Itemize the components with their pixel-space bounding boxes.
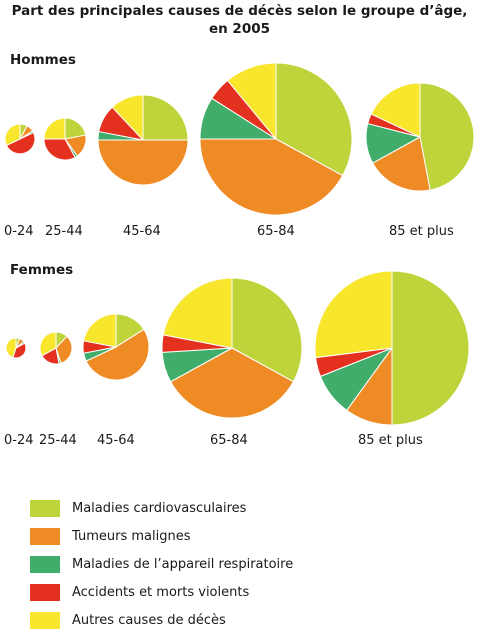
title-line-2: en 2005 <box>208 21 271 37</box>
age-label-femmes-4: 85 et plus <box>358 433 423 448</box>
pie-slice-femmes-2-tumeurs <box>85 328 150 381</box>
pie-slice-femmes-3-cardio <box>231 277 303 383</box>
pie-slice-hommes-2-autres <box>111 94 144 141</box>
legend-label-respiratoire: Maladies de l’appareil respiratoire <box>72 556 294 572</box>
pie-slice-hommes-1-autres <box>43 117 66 140</box>
group-label-hommes: Hommes <box>10 52 76 68</box>
pie-slice-femmes-1-tumeurs <box>55 335 73 364</box>
pie-slice-hommes-3-cardio <box>275 62 353 177</box>
legend-item-respiratoire: Maladies de l’appareil respiratoire <box>30 550 293 578</box>
pie-slice-femmes-3-tumeurs <box>170 347 294 419</box>
age-label-hommes-1: 25-44 <box>45 224 83 239</box>
pie-slice-femmes-4-cardio <box>391 270 470 426</box>
pie-slice-hommes-4-autres <box>370 82 421 138</box>
pie-slice-hommes-4-cardio <box>419 82 475 191</box>
pie-slice-hommes-1-accidents <box>43 138 76 161</box>
legend-item-tumeurs: Tumeurs malignes <box>30 522 293 550</box>
age-label-hommes-4: 85 et plus <box>389 224 454 239</box>
legend-swatch-respiratoire <box>30 555 60 573</box>
age-label-femmes-2: 45-64 <box>97 433 135 448</box>
group-label-femmes: Femmes <box>10 262 74 278</box>
pie-slice-hommes-4-tumeurs <box>372 136 431 192</box>
pie-slice-femmes-4-autres <box>314 270 393 359</box>
legend-item-autres: Autres causes de décès <box>30 606 293 634</box>
legend-swatch-cardio <box>30 499 60 517</box>
legend-swatch-autres <box>30 611 60 629</box>
age-label-femmes-1: 25-44 <box>39 433 77 448</box>
title-line-1: Part des principales causes de décès sel… <box>11 3 468 19</box>
age-label-femmes-3: 65-84 <box>210 433 248 448</box>
legend-swatch-tumeurs <box>30 527 60 545</box>
chart-title: Part des principales causes de décès sel… <box>0 2 479 38</box>
pie-slice-femmes-3-autres <box>162 277 233 349</box>
legend-item-accidents: Accidents et morts violents <box>30 578 293 606</box>
pie-slice-hommes-0-accidents <box>5 132 36 155</box>
pie-slice-femmes-1-autres <box>39 331 57 357</box>
pie-slice-femmes-0-autres <box>5 337 17 359</box>
legend-swatch-accidents <box>30 583 60 601</box>
legend: Maladies cardiovasculaires Tumeurs malig… <box>30 494 293 634</box>
pie-slice-hommes-2-cardio <box>142 94 189 141</box>
legend-label-cardio: Maladies cardiovasculaires <box>72 500 247 516</box>
pie-slice-hommes-3-autres <box>227 62 277 140</box>
legend-label-autres: Autres causes de décès <box>72 612 226 628</box>
age-label-hommes-0: 0-24 <box>4 224 34 239</box>
legend-item-cardio: Maladies cardiovasculaires <box>30 494 293 522</box>
pie-slice-hommes-3-tumeurs <box>199 138 344 216</box>
pie-slice-hommes-2-tumeurs <box>97 139 189 186</box>
legend-label-tumeurs: Tumeurs malignes <box>72 528 191 544</box>
pie-slice-hommes-0-autres <box>4 123 21 146</box>
age-label-femmes-0: 0-24 <box>4 433 34 448</box>
age-label-hommes-3: 65-84 <box>257 224 295 239</box>
legend-label-accidents: Accidents et morts violents <box>72 584 250 600</box>
pie-slice-femmes-0-accidents <box>12 342 27 359</box>
pie-slice-femmes-2-autres <box>83 313 117 348</box>
age-label-hommes-2: 45-64 <box>123 224 161 239</box>
